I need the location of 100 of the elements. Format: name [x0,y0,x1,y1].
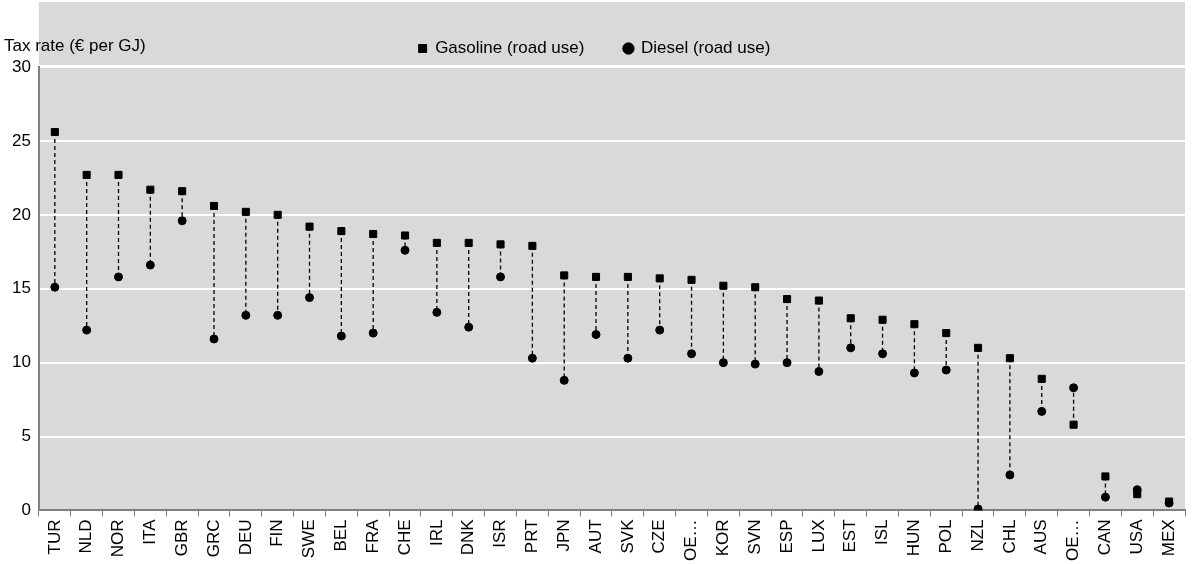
y-axis-title: Tax rate (€ per GJ) [4,36,146,56]
x-tick-label: SVK [617,518,637,554]
x-tick-label: NLD [76,519,96,554]
point [655,325,665,335]
point [209,334,219,344]
point [369,229,378,239]
x-tick-label: GBR [171,519,191,557]
point [305,222,314,231]
point [432,307,442,317]
legend-label: Diesel (road use) [640,38,771,58]
point [941,365,951,375]
point [782,358,792,368]
point [910,320,919,329]
point [337,227,346,236]
x-tick-label: AUT [585,519,605,554]
point [559,375,569,385]
point [400,231,410,240]
x-tick-label: LUX [808,519,828,553]
point [177,216,187,226]
x-tick-label: KOR [713,519,733,557]
point [528,241,537,250]
x-tick-label: ISR [490,519,510,548]
point [50,128,59,137]
point [1069,420,1078,429]
x-tick-label: MEX [1158,519,1178,557]
y-tick-label: 10 [11,352,31,372]
point [878,349,888,359]
x-tick-label: HUN [904,519,924,557]
point [368,328,378,338]
point [273,210,282,219]
x-tick-label: CHE [394,519,414,556]
x-tick-label: ISL [872,519,892,545]
y-tick-label: 25 [11,130,31,150]
x-tick-label: GRC [203,519,223,558]
point [336,331,346,341]
y-tick-label: 30 [11,56,31,76]
point [305,293,315,303]
point [909,368,919,378]
point [114,272,123,282]
point [496,272,506,282]
y-tick-label: 0 [21,500,31,520]
x-tick-label: SWE [299,519,319,559]
point [846,314,855,323]
y-tick-label: 15 [11,278,31,298]
point [751,283,760,292]
x-tick-label: DNK [458,518,478,556]
x-tick-label: TUR [44,519,64,555]
x-tick-label: POL [935,519,955,554]
point [50,282,60,292]
point [591,330,601,340]
point [82,170,91,179]
point [878,315,887,324]
point [241,310,251,320]
point [623,353,633,363]
y-tick-label: 20 [11,204,31,224]
point [814,296,823,305]
point [1101,472,1110,481]
x-tick-label: BEL [331,519,351,552]
x-tick-label: PRT [522,519,542,554]
point [719,281,728,290]
x-tick-label: CAN [1095,519,1115,556]
point [496,240,505,249]
point [560,271,569,280]
point [973,504,983,511]
point [145,260,155,270]
point [178,187,187,196]
point [114,170,123,179]
point [1037,406,1047,416]
point [146,185,155,194]
point [527,353,537,363]
point [1069,383,1079,393]
point [400,245,410,255]
point [464,238,473,247]
x-tick-label: DEU [235,519,255,556]
point [1005,470,1015,480]
x-tick-label: FRA [362,518,382,554]
x-tick-label: IRL [426,519,446,546]
x-tick-label: ITA [140,518,160,545]
x-tick-label: SVN [744,519,764,555]
x-tick-label: JPN [553,519,573,552]
x-tick-label: ESP [776,519,796,554]
x-tick-label: NZL [967,519,987,552]
point [464,322,474,332]
x-tick-label: FIN [267,519,287,547]
x-tick-label: AUS [1031,519,1051,555]
x-tick-label: OE… [1063,519,1083,561]
point [750,359,760,369]
x-tick-label: USA [1126,518,1146,555]
point [1037,374,1046,383]
point [718,358,728,368]
y-tick-label: 5 [21,426,31,446]
point [687,275,696,284]
point [687,349,697,359]
point [942,329,951,338]
point [1100,492,1110,502]
point [82,325,92,335]
point [846,343,856,353]
x-tick-label: OE… [681,519,701,561]
point [655,274,664,283]
x-tick-label: NOR [108,519,128,558]
